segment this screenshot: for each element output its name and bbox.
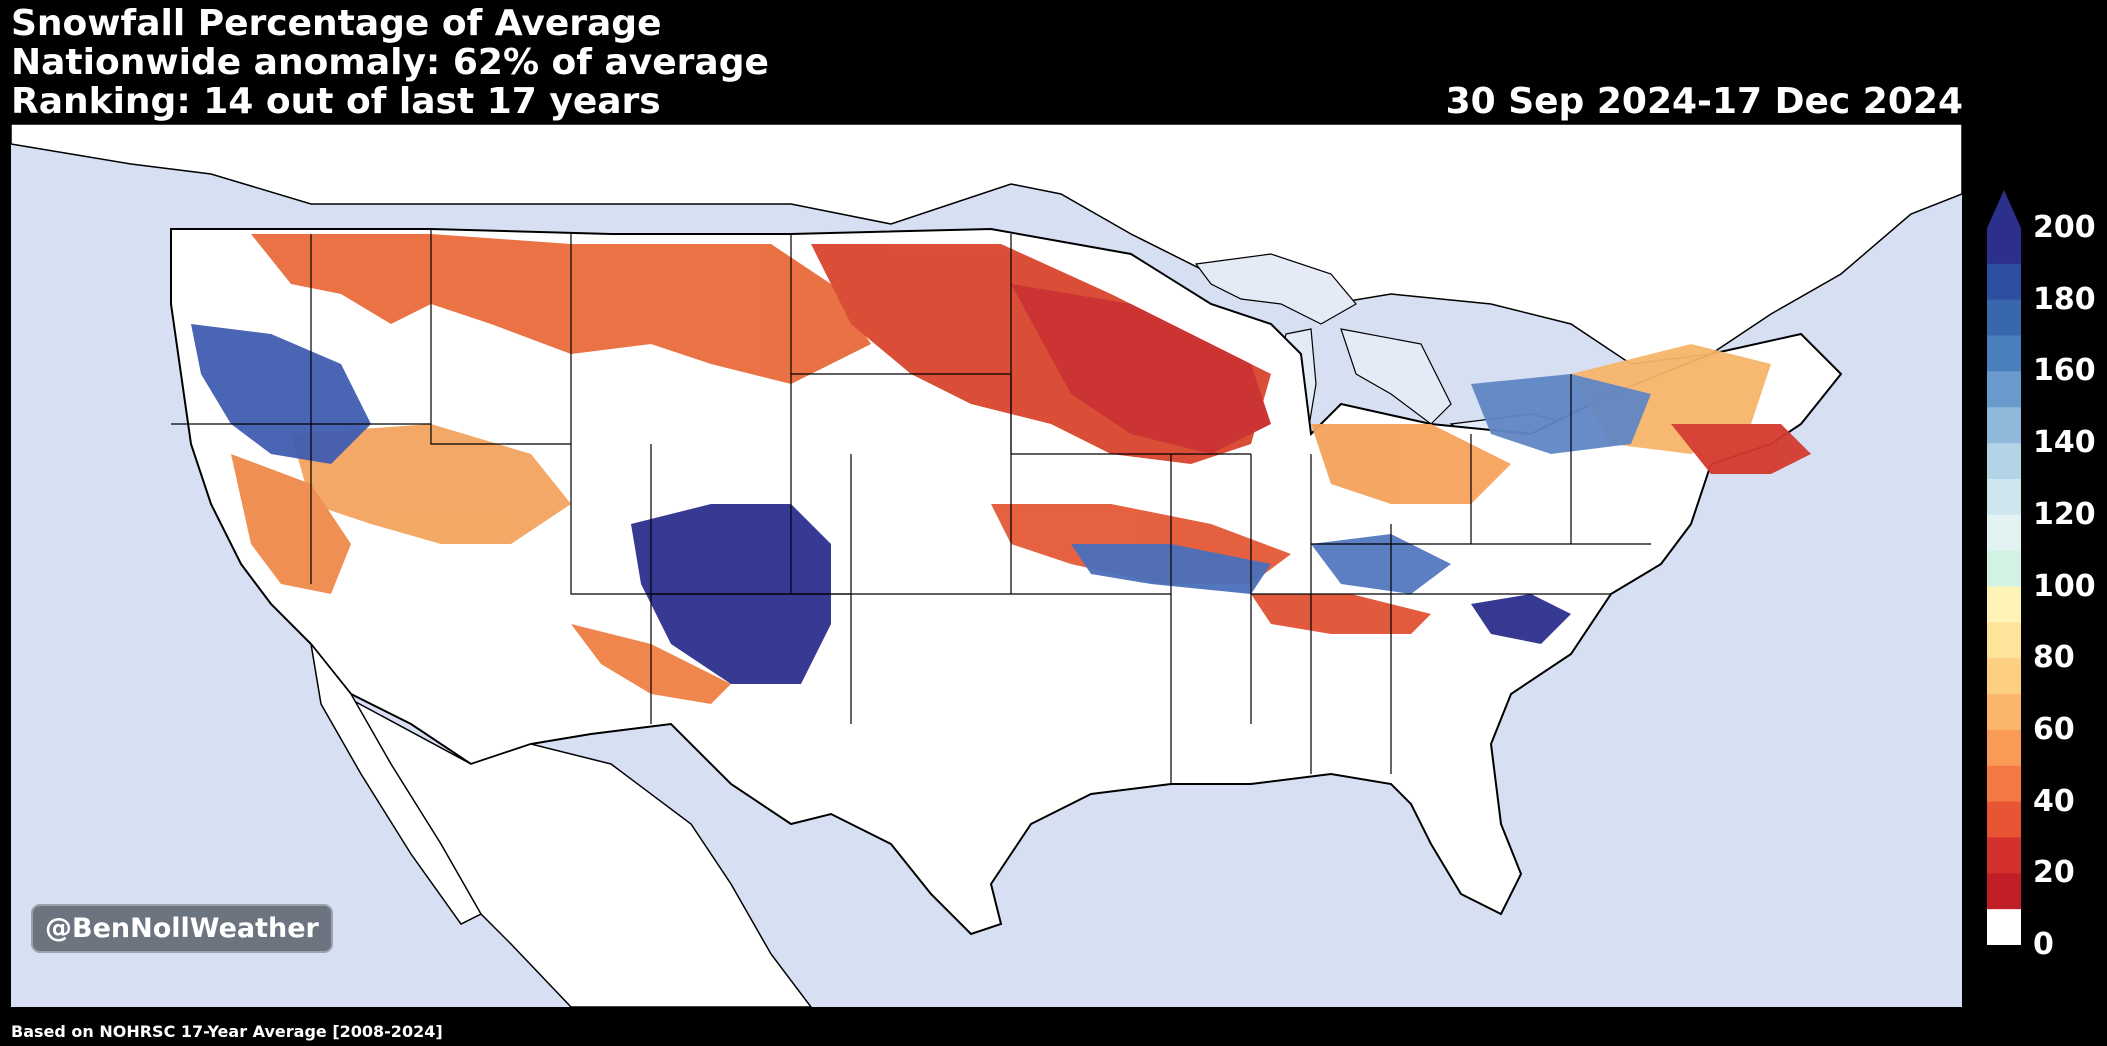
colorbar-swatch: [1987, 729, 2021, 767]
colorbar-tick-label: 120: [2033, 496, 2096, 532]
colorbar: [1987, 190, 2021, 945]
date-range: 30 Sep 2024-17 Dec 2024: [1445, 81, 1963, 122]
colorbar-tick-label: 160: [2033, 353, 2096, 389]
canada-land: [11, 124, 1962, 365]
snowfall-map: @BenNollWeather: [11, 124, 1962, 1007]
watermark-badge: @BenNollWeather: [31, 904, 333, 953]
great-lakes: [1194, 253, 1357, 325]
colorbar-tick-label: 80: [2033, 640, 2075, 676]
colorbar-swatch: [1987, 586, 2021, 623]
map-graphic: [11, 124, 1962, 1007]
footnote: Based on NOHRSC 17-Year Average [2008-20…: [11, 1022, 443, 1041]
colorbar-swatch: [1987, 228, 2021, 265]
above-average-areas: [191, 324, 1651, 684]
colorbar-swatch: [1987, 801, 2021, 838]
colorbar-swatch: [1987, 371, 2021, 408]
colorbar-swatch: [1987, 550, 2021, 587]
usa-land: [170, 227, 1843, 936]
colorbar-tick-label: 60: [2033, 711, 2075, 747]
colorbar-swatch: [1987, 765, 2021, 803]
colorbar-tick-label: 40: [2033, 783, 2075, 819]
colorbar-tick-label: 140: [2033, 425, 2096, 461]
colorbar-swatch: [1987, 299, 2021, 337]
state-borders: [171, 229, 1651, 784]
colorbar-swatch: [1987, 837, 2021, 874]
ranking-subtitle: Ranking: 14 out of last 17 years: [11, 81, 661, 122]
colorbar-swatch: [1987, 478, 2021, 516]
colorbar-tick-label: 20: [2033, 855, 2075, 891]
colorbar-swatch: [1987, 658, 2021, 695]
colorbar-swatch: [1987, 694, 2021, 731]
colorbar-swatch: [1987, 909, 2021, 945]
colorbar-swatch: [1987, 443, 2021, 480]
baja-california: [309, 641, 483, 925]
anomaly-subtitle: Nationwide anomaly: 62% of average: [11, 42, 769, 83]
colorbar-tick-label: 0: [2033, 927, 2054, 962]
colorbar-swatch: [1987, 263, 2021, 301]
colorbar-tick-label: 180: [2033, 281, 2096, 317]
colorbar-tick-label: 100: [2033, 568, 2096, 604]
colorbar-swatch: [1987, 873, 2021, 910]
colorbar-swatch: [1987, 407, 2021, 444]
colorbar-swatch: [1987, 514, 2021, 552]
map-title: Snowfall Percentage of Average: [11, 3, 662, 44]
colorbar-swatch: [1987, 335, 2021, 372]
colorbar-tick-label: 200: [2033, 210, 2096, 245]
colorbar-swatch: [1987, 622, 2021, 659]
colorbar-extend-arrow: [1987, 190, 2021, 228]
